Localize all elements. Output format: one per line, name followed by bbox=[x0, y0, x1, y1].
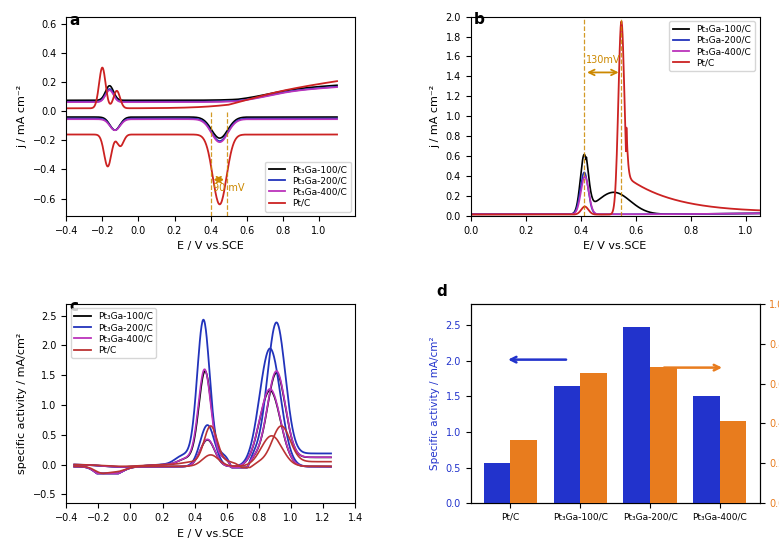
X-axis label: E / V vs.SCE: E / V vs.SCE bbox=[178, 241, 244, 251]
Bar bbox=[693, 397, 720, 503]
Text: c: c bbox=[69, 299, 79, 314]
Text: b: b bbox=[474, 12, 485, 27]
Legend: Pt₃Ga-100/C, Pt₃Ga-200/C, Pt₃Ga-400/C, Pt/C: Pt₃Ga-100/C, Pt₃Ga-200/C, Pt₃Ga-400/C, P… bbox=[669, 21, 755, 71]
Text: d: d bbox=[436, 284, 446, 299]
Y-axis label: j / mA cm⁻²: j / mA cm⁻² bbox=[17, 85, 27, 148]
Bar bbox=[720, 421, 746, 503]
Legend: Pt₃Ga-100/C, Pt₃Ga-200/C, Pt₃Ga-400/C, Pt/C: Pt₃Ga-100/C, Pt₃Ga-200/C, Pt₃Ga-400/C, P… bbox=[265, 161, 351, 211]
Bar bbox=[554, 387, 580, 503]
X-axis label: E / V vs.SCE: E / V vs.SCE bbox=[178, 529, 244, 539]
Bar bbox=[484, 463, 510, 503]
Text: a: a bbox=[69, 13, 79, 28]
X-axis label: E/ V vs.SCE: E/ V vs.SCE bbox=[583, 241, 647, 251]
Text: 90 mV: 90 mV bbox=[213, 182, 245, 192]
Bar bbox=[510, 440, 537, 503]
Legend: Pt₃Ga-100/C, Pt₃Ga-200/C, Pt₃Ga-400/C, Pt/C: Pt₃Ga-100/C, Pt₃Ga-200/C, Pt₃Ga-400/C, P… bbox=[71, 309, 157, 358]
Text: 130mV: 130mV bbox=[586, 55, 621, 65]
Y-axis label: j / mA cm⁻²: j / mA cm⁻² bbox=[430, 85, 440, 148]
Bar bbox=[650, 367, 676, 503]
Y-axis label: specific activity / mA/cm²: specific activity / mA/cm² bbox=[17, 333, 27, 474]
Bar bbox=[580, 373, 607, 503]
Bar bbox=[623, 327, 650, 503]
Y-axis label: Specific activity / mA/cm²: Specific activity / mA/cm² bbox=[430, 337, 440, 470]
